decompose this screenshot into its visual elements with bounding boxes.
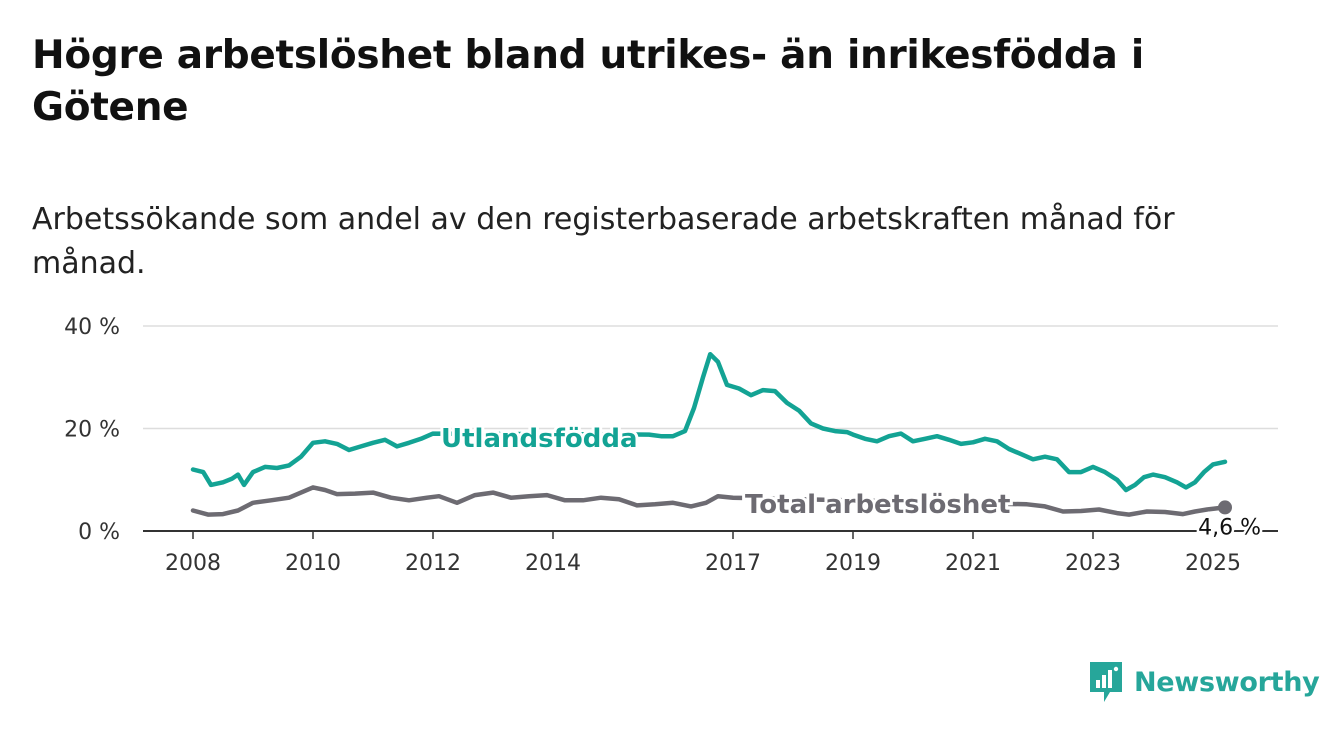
x-tick-label: 2019 bbox=[825, 551, 881, 576]
newsworthy-brand: Newsworthy bbox=[1088, 660, 1320, 704]
x-tick-label: 2010 bbox=[285, 551, 341, 576]
x-tick-label: 2025 bbox=[1185, 551, 1241, 576]
y-axis-ticks: 0 % 20 % 40 % bbox=[64, 315, 120, 545]
x-tick-label: 2014 bbox=[525, 551, 581, 576]
x-tick-label: 2021 bbox=[945, 551, 1001, 576]
chart-subtitle: Arbetssökande som andel av den registerb… bbox=[32, 202, 1175, 281]
series-label-total: Total arbetslöshet bbox=[745, 490, 1010, 520]
chart-title: Högre arbetslöshet bland utrikes- än inr… bbox=[32, 33, 1144, 130]
series-label-utlandsfodda: Utlandsfödda bbox=[441, 424, 638, 454]
y-tick-label: 20 % bbox=[64, 418, 120, 443]
series-line bbox=[190, 485, 1228, 517]
end-value-label: 4,6 % bbox=[1198, 515, 1261, 540]
y-tick-label: 0 % bbox=[78, 520, 120, 545]
x-tick-label: 2012 bbox=[405, 551, 461, 576]
line-chart: 0 % 20 % 40 % 2008 2010 2012 2014 2017 2019 2021… bbox=[64, 315, 1278, 576]
x-axis: 2008 2010 2012 2014 2017 2019 2021 2023 2025 bbox=[143, 530, 1278, 576]
x-tick-label: 2008 bbox=[165, 551, 221, 576]
x-tick-label: 2017 bbox=[705, 551, 761, 576]
y-tick-label: 40 % bbox=[64, 315, 120, 340]
series-lines bbox=[190, 351, 1232, 517]
series-line bbox=[190, 351, 1228, 493]
newsworthy-logo-icon bbox=[1090, 662, 1122, 702]
x-tick-label: 2023 bbox=[1065, 551, 1121, 576]
series-labels: Utlandsfödda Total arbetslöshet 4,6 % bbox=[438, 421, 1264, 543]
brand-name: Newsworthy bbox=[1134, 666, 1320, 698]
grid-lines bbox=[143, 325, 1278, 430]
end-point-marker bbox=[1218, 500, 1232, 515]
